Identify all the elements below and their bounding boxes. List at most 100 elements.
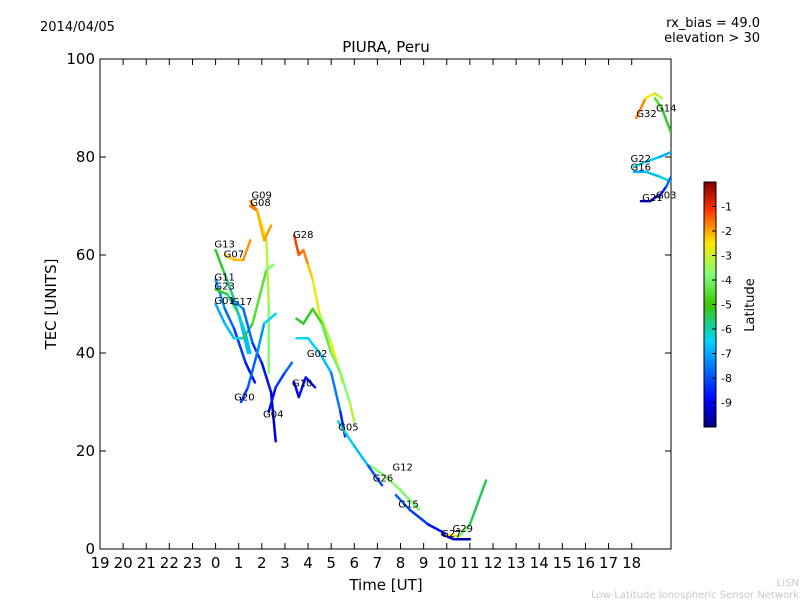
satellite-label-G20: G20 <box>234 393 254 404</box>
series-segment <box>265 263 275 271</box>
satellite-label-G11: G11 <box>214 272 234 283</box>
series-segment <box>440 533 455 541</box>
y-tick-label: 20 <box>76 442 95 460</box>
series-segment <box>304 376 317 389</box>
series-segment <box>457 523 472 538</box>
series-segment <box>311 278 321 316</box>
y-tick-label: 60 <box>76 246 95 264</box>
series-segment <box>318 312 333 345</box>
series-G21 <box>639 194 659 203</box>
series-segment <box>292 234 301 257</box>
series-segment <box>658 150 671 159</box>
series-segment <box>348 400 356 423</box>
series-G07 <box>223 239 252 262</box>
y-tick-label: 40 <box>76 344 95 362</box>
series-segment <box>297 376 307 399</box>
x-tick-label: 7 <box>373 554 383 572</box>
series-segment <box>329 351 342 374</box>
satellite-label-G26: G26 <box>373 473 393 484</box>
series-segment <box>644 92 657 100</box>
x-tick-label: 4 <box>303 554 313 572</box>
series-G10 <box>292 376 317 399</box>
series-segment <box>249 204 259 213</box>
series-segment <box>262 312 277 325</box>
satellite-label-G32: G32 <box>636 109 656 120</box>
series-layer <box>214 92 671 541</box>
series-segment <box>262 224 273 242</box>
satellite-label-G23: G23 <box>214 281 234 292</box>
satellite-label-G07: G07 <box>224 249 244 260</box>
series-G20 <box>239 312 277 404</box>
satellite-label-G01: G01 <box>214 296 234 307</box>
satellite-label-G21: G21 <box>642 193 662 204</box>
rx-bias-label: rx_bias = 49.0 <box>666 16 760 31</box>
satellite-label-G13: G13 <box>214 240 234 251</box>
series-segment <box>223 307 236 330</box>
series-segment <box>255 209 266 242</box>
series-segment <box>237 312 247 335</box>
series-segment <box>336 420 356 448</box>
series-segment <box>214 288 229 296</box>
series-G29 <box>445 479 488 538</box>
colorbar-label: Latitude <box>743 278 758 332</box>
series-G32 <box>635 92 664 120</box>
series-segment <box>311 307 324 325</box>
series-segment <box>658 185 668 198</box>
series-segment <box>644 170 661 178</box>
series-G27 <box>440 533 472 541</box>
series-segment <box>468 479 488 526</box>
series-G22 <box>632 150 671 169</box>
series-G12 <box>369 464 421 512</box>
colorbar-tick-label: -5 <box>721 299 732 312</box>
series-segment <box>246 351 259 389</box>
series-segment <box>223 253 236 262</box>
series-segment <box>244 361 257 384</box>
series-segment <box>353 444 370 467</box>
x-tick-label: 20 <box>114 554 133 572</box>
series-segment <box>329 371 342 414</box>
chart-title: PIURA, Peru <box>342 38 429 56</box>
x-tick-label: 2 <box>257 554 267 572</box>
series-segment <box>223 322 236 340</box>
colorbar-tick-label: -7 <box>721 348 732 361</box>
satellite-label-G15: G15 <box>398 499 418 510</box>
elevation-label: elevation > 30 <box>664 31 760 46</box>
colorbar-tick-label: -8 <box>721 372 732 385</box>
y-tick-label: 100 <box>66 50 95 68</box>
colorbar: -1 -2 -3 -4 -5 -6 -7 -8 -9 Latitude <box>703 181 758 428</box>
series-segment <box>339 371 351 404</box>
x-tick-label: 23 <box>183 554 202 572</box>
series-segment <box>223 273 236 301</box>
x-tick-label: 11 <box>460 554 479 572</box>
x-tick-label: 0 <box>211 554 221 572</box>
colorbar-tick-label: -6 <box>721 323 732 336</box>
series-segment <box>255 322 266 355</box>
date-label: 2014/04/05 <box>40 20 115 35</box>
series-G14 <box>653 96 671 134</box>
series-segment <box>242 322 254 340</box>
series-segment <box>383 474 402 492</box>
y-tick-label: 80 <box>76 148 95 166</box>
satellite-label-G05: G05 <box>338 422 358 433</box>
x-tick-label: 1 <box>234 554 244 572</box>
series-segment <box>306 337 321 355</box>
satellite-label-G08: G08 <box>250 198 270 209</box>
series-segment <box>251 268 268 325</box>
colorbar-tick-label: -9 <box>721 397 732 410</box>
x-tick-label: 15 <box>553 554 572 572</box>
satellite-label-G12: G12 <box>392 463 412 474</box>
series-segment <box>306 263 314 281</box>
satellite-label-G27: G27 <box>441 529 461 540</box>
series-G02 <box>295 307 356 423</box>
series-segment <box>427 523 449 536</box>
series-segment <box>214 302 227 325</box>
x-tick-label: 22 <box>160 554 179 572</box>
series-segment <box>242 239 252 262</box>
series-segment <box>232 327 247 365</box>
y-tick-label: 0 <box>85 540 95 558</box>
x-axis: 19 20 21 22 23 0 1 2 3 4 5 6 7 8 9 10 11 12 13 14 15 16 17 18 <box>90 59 641 572</box>
series-G26 <box>336 420 384 487</box>
